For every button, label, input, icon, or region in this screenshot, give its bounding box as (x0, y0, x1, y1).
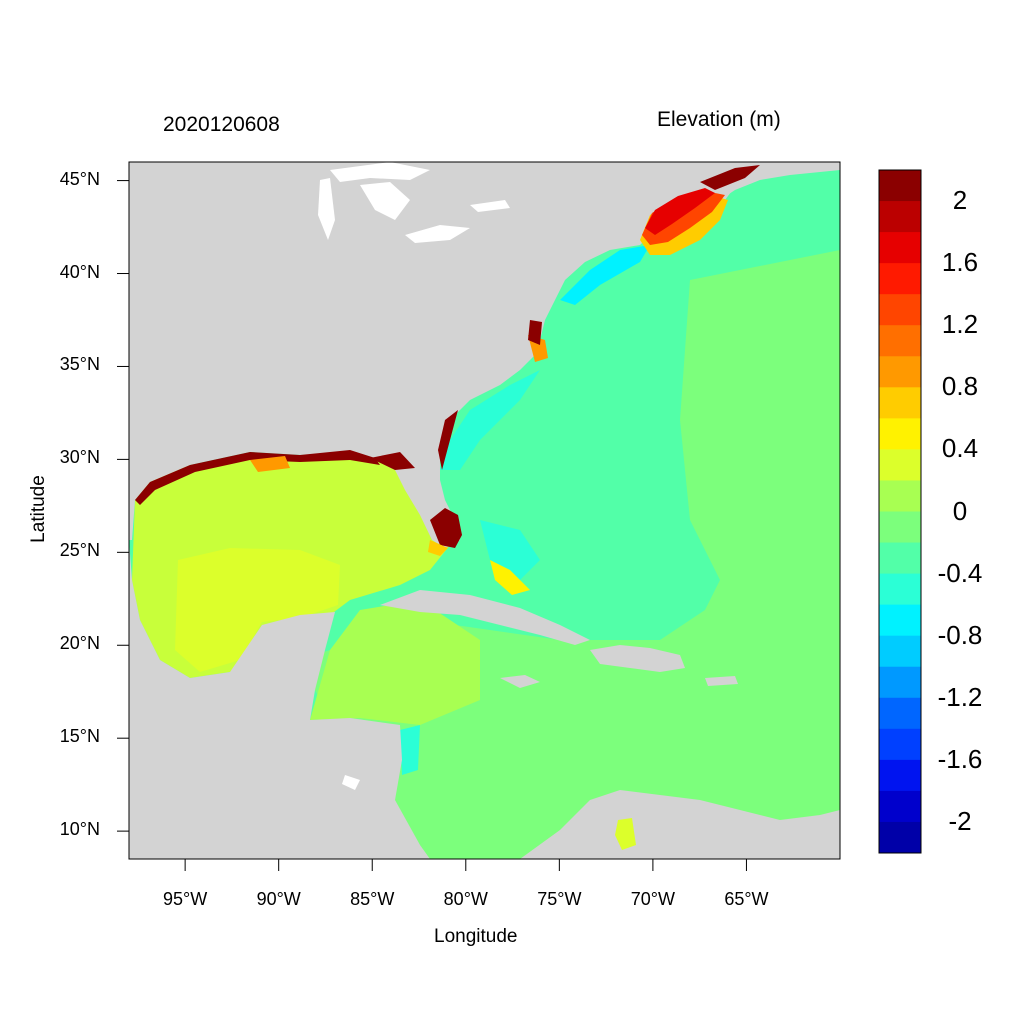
surge-florida-keys (428, 540, 448, 556)
colorbar-swatch (879, 480, 921, 512)
surge-gulf-of-maine-orange (642, 190, 725, 245)
gulf-inner (175, 548, 340, 672)
lake-huron (360, 182, 410, 220)
colorbar-swatch (879, 263, 921, 295)
southeast-coast-negative (440, 370, 540, 470)
hispaniola-land (590, 645, 685, 672)
surge-gulf-coast (135, 450, 380, 505)
colorbar-swatch (879, 232, 921, 264)
cuba-shelf-yellow (490, 560, 530, 595)
colorbar-label: 2 (952, 185, 968, 216)
colorbar-swatch (879, 728, 921, 761)
colorbar-swatch (879, 170, 921, 202)
x-tick-label: 90°W (256, 889, 301, 909)
honduras-negative (400, 725, 420, 775)
x-tick-label: 85°W (350, 889, 395, 909)
colorbar-label: 0 (952, 495, 968, 526)
colorbar-swatch (879, 790, 921, 823)
colorbar-swatch (879, 387, 921, 419)
x-tick-label: 95°W (163, 889, 208, 909)
colorbar-swatch (879, 697, 921, 730)
colorbar-swatch (879, 449, 921, 481)
x-tick-label: 75°W (537, 889, 582, 909)
mid-atlantic-negative (560, 245, 650, 305)
colorbar-swatch (879, 573, 921, 606)
date-title: 2020120608 (163, 113, 280, 136)
colorbar-frame (878, 169, 922, 854)
x-tick-label: 65°W (724, 889, 769, 909)
colorbar-swatch (879, 201, 921, 233)
puerto-rico-land (705, 676, 738, 686)
surge-gulf-of-maine-red (645, 188, 715, 235)
y-tick-label: 10°N (59, 819, 100, 840)
colorbar-swatch (879, 604, 921, 637)
surge-louisiana-orange (250, 456, 290, 472)
colorbar-swatch (879, 325, 921, 357)
y-tick-label: 25°N (59, 540, 100, 561)
variable-title: Elevation (m) (657, 108, 781, 131)
colorbar-swatch (879, 821, 921, 854)
colorbar-swatch (879, 759, 921, 792)
y-tick-label: 20°N (59, 633, 100, 654)
colorbar-label: 0.4 (941, 433, 979, 464)
lake-nicaragua (342, 775, 360, 790)
colorbar-label: -0.4 (937, 557, 983, 588)
colorbar-label: -1.6 (937, 743, 983, 774)
colorbar-swatch (879, 294, 921, 326)
surge-chesapeake (528, 320, 542, 345)
western-caribbean (310, 600, 480, 725)
y-axis-label: Latitude (28, 475, 49, 543)
colorbar-swatch (879, 542, 921, 575)
cuba-land (380, 590, 590, 645)
colorbar-label: -1.2 (937, 681, 983, 712)
x-tick-label: 70°W (630, 889, 675, 909)
colorbar-label: -0.8 (937, 619, 983, 650)
y-tick-label: 45°N (59, 168, 100, 189)
colorbar-swatch (879, 511, 921, 544)
lake-erie (405, 225, 470, 243)
y-tick-label: 15°N (59, 726, 100, 747)
colorbar-swatch (879, 356, 921, 388)
surge-southeast-fringe (438, 410, 458, 470)
colorbar-swatch (879, 666, 921, 699)
plot-frame (128, 161, 841, 860)
surge-south-florida (430, 508, 462, 548)
south-america-land (520, 790, 840, 859)
colorbar-label: 0.8 (941, 371, 979, 402)
y-tick-label: 30°N (59, 447, 100, 468)
lake-ontario (470, 200, 510, 212)
y-tick-label: 40°N (59, 261, 100, 282)
surge-big-bend (370, 452, 415, 470)
colorbar-label: -2 (948, 805, 972, 836)
colorbar-swatch (879, 418, 921, 450)
lake-maracaibo (615, 818, 636, 850)
x-tick-label: 80°W (443, 889, 488, 909)
north-america-land (129, 162, 770, 548)
bahamas-negative (480, 520, 540, 580)
y-tick-label: 35°N (59, 354, 100, 375)
tick-marks (117, 180, 747, 871)
lake-michigan (318, 178, 335, 240)
colorbar (878, 169, 922, 854)
x-axis-label: Longitude (434, 926, 518, 947)
colorbar-label: 1.6 (941, 247, 979, 278)
surge-maine-coast (700, 165, 760, 190)
lake-superior (330, 162, 430, 182)
colorbar-label: 1.2 (941, 309, 979, 340)
colorbar-swatch (879, 635, 921, 668)
jamaica-land (500, 675, 540, 688)
